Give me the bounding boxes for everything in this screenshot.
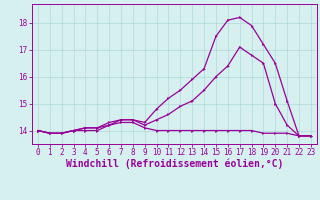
X-axis label: Windchill (Refroidissement éolien,°C): Windchill (Refroidissement éolien,°C) xyxy=(66,159,283,169)
